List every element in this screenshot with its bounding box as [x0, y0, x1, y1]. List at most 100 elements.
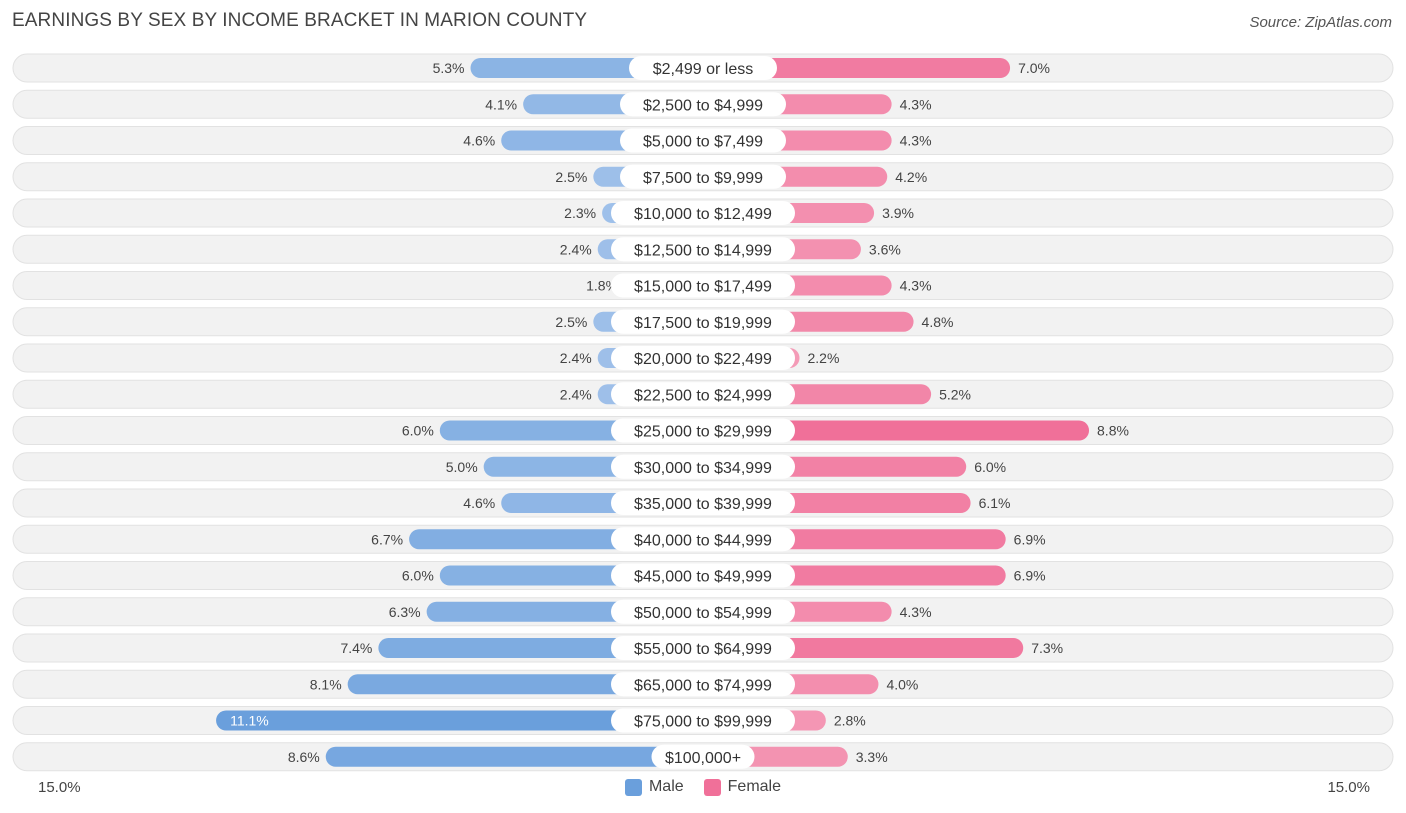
category-pill: [611, 237, 795, 262]
category-label: $45,000 to $49,999: [634, 569, 772, 586]
category-label: $5,000 to $7,499: [643, 134, 763, 151]
legend-item-male[interactable]: Male: [624, 778, 684, 796]
axis-right-label: 15.0%: [1327, 779, 1370, 796]
male-value-label: 8.6%: [288, 749, 320, 765]
bar-row: 2.4% 3.6% $12,500 to $14,999: [12, 234, 1394, 264]
category-pill: [611, 201, 795, 225]
bar-row: 6.0% 6.9% $45,000 to $49,999: [12, 561, 1394, 590]
female-value-label: 6.1%: [979, 495, 1011, 511]
female-value-label: 4.3%: [900, 278, 932, 294]
female-value-label: 6.9%: [1014, 531, 1046, 547]
bar-row: 2.4% 5.2% $22,500 to $24,999: [12, 379, 1394, 409]
male-bar[interactable]: [216, 710, 713, 731]
male-value-label: 4.6%: [463, 495, 495, 511]
female-value-label: 2.2%: [808, 350, 840, 366]
female-value-label: 4.3%: [900, 604, 932, 620]
male-value-label: 11.1%: [230, 713, 269, 729]
male-value-label: 1.8%: [586, 278, 618, 294]
male-value-label: 2.4%: [560, 386, 592, 402]
category-pill: [620, 92, 786, 117]
category-pill: [651, 744, 755, 769]
female-value-label: 4.3%: [900, 133, 932, 149]
male-value-label: 2.5%: [555, 169, 587, 185]
category-label: $40,000 to $44,999: [634, 532, 772, 549]
category-pill: [611, 382, 795, 407]
bar-row: 8.6% 3.3% $100,000+: [12, 742, 1394, 772]
bar-row: 2.3% 3.9% $10,000 to $12,499: [12, 198, 1394, 228]
female-value-label: 3.3%: [856, 749, 888, 765]
category-pill: [611, 346, 795, 370]
bar-row: 2.4% 2.2% $20,000 to $22,499: [12, 343, 1394, 373]
axis-left-label: 15.0%: [38, 779, 81, 796]
male-bar[interactable]: [325, 746, 713, 767]
category-label: $15,000 to $17,499: [634, 279, 772, 296]
legend-label-male: Male: [648, 778, 684, 795]
legend-swatch-female: [703, 778, 721, 796]
female-value-label: 6.9%: [1014, 568, 1046, 584]
category-label: $30,000 to $34,999: [634, 460, 772, 477]
category-label: $100,000+: [665, 750, 741, 767]
category-pill: [620, 164, 786, 189]
bar-row: 4.6% 4.3% $5,000 to $7,499: [12, 126, 1394, 155]
bar-row: 4.1% 4.3% $2,500 to $4,999: [12, 89, 1394, 119]
category-label: $35,000 to $39,999: [634, 496, 772, 513]
male-value-label: 2.5%: [555, 314, 587, 330]
bar-row: 8.1% 4.0% $65,000 to $74,999: [12, 669, 1394, 699]
female-value-label: 7.0%: [1018, 60, 1050, 76]
female-value-label: 5.2%: [939, 386, 971, 402]
male-value-label: 5.3%: [433, 60, 465, 76]
category-label: $2,499 or less: [653, 61, 754, 78]
male-value-label: 6.0%: [402, 568, 434, 584]
category-pill: [611, 491, 795, 515]
female-value-label: 4.0%: [886, 676, 918, 692]
category-pill: [611, 672, 795, 697]
category-label: $65,000 to $74,999: [634, 677, 772, 694]
male-value-label: 6.7%: [371, 531, 403, 547]
female-value-label: 4.8%: [922, 314, 954, 330]
category-pill: [620, 128, 786, 153]
bar-row: 11.1% 2.8% $75,000 to $99,999: [12, 706, 1394, 735]
bar-row: 6.0% 8.8% $25,000 to $29,999: [12, 416, 1394, 445]
category-pill: [611, 599, 795, 624]
category-label: $25,000 to $29,999: [634, 424, 772, 441]
bar-row: 5.3% 7.0% $2,499 or less: [12, 53, 1394, 83]
category-pill: [629, 56, 777, 80]
bar-row: 7.4% 7.3% $55,000 to $64,999: [12, 633, 1394, 663]
category-label: $2,500 to $4,999: [643, 97, 763, 114]
bar-row: 5.0% 6.0% $30,000 to $34,999: [12, 452, 1394, 482]
male-value-label: 8.1%: [310, 676, 342, 692]
legend: Male Female: [0, 778, 1406, 796]
male-value-label: 6.0%: [402, 423, 434, 439]
female-value-label: 4.2%: [895, 169, 927, 185]
female-value-label: 8.8%: [1097, 423, 1129, 439]
category-pill: [611, 309, 795, 334]
category-label: $17,500 to $19,999: [634, 315, 772, 332]
category-label: $20,000 to $22,499: [634, 351, 772, 368]
category-label: $50,000 to $54,999: [634, 605, 772, 622]
category-label: $12,500 to $14,999: [634, 242, 772, 259]
category-label: $75,000 to $99,999: [634, 714, 772, 731]
category-label: $22,500 to $24,999: [634, 387, 772, 404]
male-value-label: 2.3%: [564, 205, 596, 221]
bar-row: 6.3% 4.3% $50,000 to $54,999: [12, 597, 1394, 627]
category-pill: [611, 273, 795, 298]
legend-swatch-male: [624, 778, 642, 796]
category-pill: [611, 454, 795, 479]
category-pill: [611, 527, 795, 552]
bar-row: 2.5% 4.8% $17,500 to $19,999: [12, 307, 1394, 337]
male-value-label: 7.4%: [340, 640, 372, 656]
bar-row: 4.6% 6.1% $35,000 to $39,999: [12, 488, 1394, 518]
legend-item-female[interactable]: Female: [703, 778, 781, 796]
category-pill: [611, 636, 795, 660]
male-value-label: 6.3%: [389, 604, 421, 620]
male-value-label: 4.6%: [463, 133, 495, 149]
category-label: $7,500 to $9,999: [643, 170, 763, 187]
male-value-label: 5.0%: [446, 459, 478, 475]
category-pill: [611, 708, 795, 733]
bar-row: 2.5% 4.2% $7,500 to $9,999: [12, 162, 1394, 192]
bar-row: 6.7% 6.9% $40,000 to $44,999: [12, 524, 1394, 554]
category-pill: [611, 418, 795, 443]
category-label: $10,000 to $12,499: [634, 206, 772, 223]
female-value-label: 7.3%: [1031, 640, 1063, 656]
